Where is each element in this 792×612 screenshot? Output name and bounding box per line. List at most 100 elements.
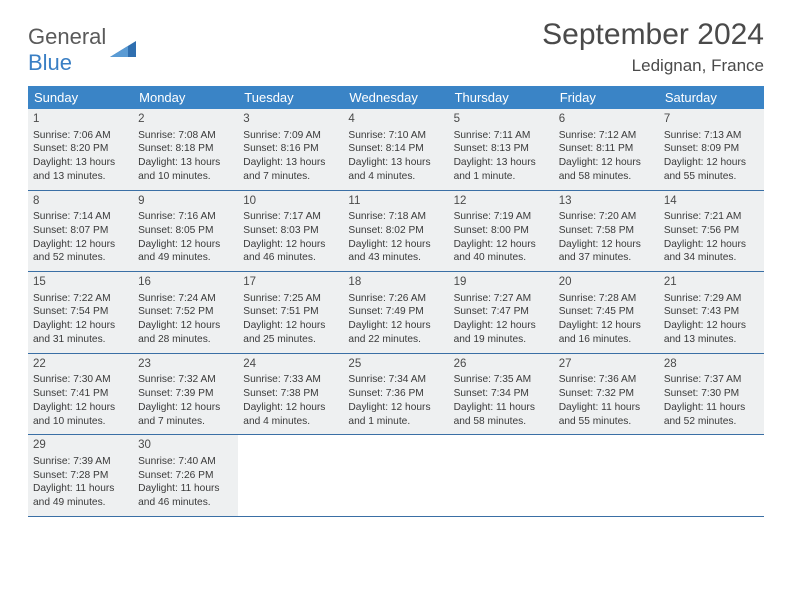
day-d2: and 49 minutes. <box>33 496 128 510</box>
day-d1: Daylight: 11 hours <box>33 482 128 496</box>
day-d2: and 22 minutes. <box>348 333 443 347</box>
day-d1: Daylight: 12 hours <box>243 238 338 252</box>
day-sunrise: Sunrise: 7:27 AM <box>454 292 549 306</box>
day-number: 25 <box>348 357 443 373</box>
day-d1: Daylight: 12 hours <box>664 319 759 333</box>
day-sunset: Sunset: 7:54 PM <box>33 305 128 319</box>
day-d2: and 52 minutes. <box>33 251 128 265</box>
day-sunset: Sunset: 7:39 PM <box>138 387 233 401</box>
day-d1: Daylight: 11 hours <box>138 482 233 496</box>
day-sunrise: Sunrise: 7:16 AM <box>138 210 233 224</box>
day-d2: and 16 minutes. <box>559 333 654 347</box>
day-sunrise: Sunrise: 7:21 AM <box>664 210 759 224</box>
day-cell: 17Sunrise: 7:25 AMSunset: 7:51 PMDayligh… <box>238 272 343 353</box>
day-sunrise: Sunrise: 7:13 AM <box>664 129 759 143</box>
day-cell <box>659 435 764 516</box>
day-sunset: Sunset: 7:45 PM <box>559 305 654 319</box>
day-number: 16 <box>138 275 233 291</box>
day-d2: and 55 minutes. <box>559 415 654 429</box>
day-sunrise: Sunrise: 7:29 AM <box>664 292 759 306</box>
day-sunset: Sunset: 8:07 PM <box>33 224 128 238</box>
day-cell: 13Sunrise: 7:20 AMSunset: 7:58 PMDayligh… <box>554 191 659 272</box>
day-number: 1 <box>33 112 128 128</box>
day-sunrise: Sunrise: 7:24 AM <box>138 292 233 306</box>
day-sunset: Sunset: 7:36 PM <box>348 387 443 401</box>
day-d2: and 1 minute. <box>454 170 549 184</box>
weekday-saturday: Saturday <box>659 86 764 109</box>
day-d2: and 7 minutes. <box>243 170 338 184</box>
logo: General Blue <box>28 24 136 76</box>
day-d1: Daylight: 12 hours <box>138 401 233 415</box>
day-d2: and 28 minutes. <box>138 333 233 347</box>
day-d2: and 40 minutes. <box>454 251 549 265</box>
weekday-header-row: Sunday Monday Tuesday Wednesday Thursday… <box>28 86 764 109</box>
day-number: 14 <box>664 194 759 210</box>
day-cell: 1Sunrise: 7:06 AMSunset: 8:20 PMDaylight… <box>28 109 133 190</box>
day-cell <box>343 435 448 516</box>
weekday-friday: Friday <box>554 86 659 109</box>
day-number: 10 <box>243 194 338 210</box>
day-cell: 19Sunrise: 7:27 AMSunset: 7:47 PMDayligh… <box>449 272 554 353</box>
day-cell: 14Sunrise: 7:21 AMSunset: 7:56 PMDayligh… <box>659 191 764 272</box>
day-sunrise: Sunrise: 7:10 AM <box>348 129 443 143</box>
day-d2: and 19 minutes. <box>454 333 549 347</box>
day-sunrise: Sunrise: 7:34 AM <box>348 373 443 387</box>
day-d2: and 4 minutes. <box>348 170 443 184</box>
day-cell: 4Sunrise: 7:10 AMSunset: 8:14 PMDaylight… <box>343 109 448 190</box>
day-sunrise: Sunrise: 7:26 AM <box>348 292 443 306</box>
day-d1: Daylight: 13 hours <box>348 156 443 170</box>
day-d2: and 46 minutes. <box>138 496 233 510</box>
day-sunrise: Sunrise: 7:08 AM <box>138 129 233 143</box>
day-number: 4 <box>348 112 443 128</box>
week-row: 1Sunrise: 7:06 AMSunset: 8:20 PMDaylight… <box>28 109 764 191</box>
day-cell: 11Sunrise: 7:18 AMSunset: 8:02 PMDayligh… <box>343 191 448 272</box>
day-d1: Daylight: 12 hours <box>454 238 549 252</box>
day-sunrise: Sunrise: 7:30 AM <box>33 373 128 387</box>
day-d2: and 34 minutes. <box>664 251 759 265</box>
day-sunset: Sunset: 8:02 PM <box>348 224 443 238</box>
day-cell: 20Sunrise: 7:28 AMSunset: 7:45 PMDayligh… <box>554 272 659 353</box>
day-sunset: Sunset: 7:34 PM <box>454 387 549 401</box>
calendar: Sunday Monday Tuesday Wednesday Thursday… <box>28 86 764 517</box>
day-sunrise: Sunrise: 7:28 AM <box>559 292 654 306</box>
day-d1: Daylight: 13 hours <box>243 156 338 170</box>
day-d2: and 13 minutes. <box>33 170 128 184</box>
day-number: 13 <box>559 194 654 210</box>
day-d2: and 46 minutes. <box>243 251 338 265</box>
day-cell: 21Sunrise: 7:29 AMSunset: 7:43 PMDayligh… <box>659 272 764 353</box>
day-sunset: Sunset: 8:13 PM <box>454 142 549 156</box>
day-d1: Daylight: 12 hours <box>348 319 443 333</box>
day-d1: Daylight: 12 hours <box>559 319 654 333</box>
logo-word-blue: Blue <box>28 50 72 75</box>
day-d2: and 31 minutes. <box>33 333 128 347</box>
day-cell: 3Sunrise: 7:09 AMSunset: 8:16 PMDaylight… <box>238 109 343 190</box>
day-cell: 22Sunrise: 7:30 AMSunset: 7:41 PMDayligh… <box>28 354 133 435</box>
day-sunset: Sunset: 8:05 PM <box>138 224 233 238</box>
day-cell: 26Sunrise: 7:35 AMSunset: 7:34 PMDayligh… <box>449 354 554 435</box>
day-sunrise: Sunrise: 7:22 AM <box>33 292 128 306</box>
title-block: September 2024 Ledignan, France <box>542 18 764 76</box>
day-cell <box>238 435 343 516</box>
day-number: 20 <box>559 275 654 291</box>
day-cell: 5Sunrise: 7:11 AMSunset: 8:13 PMDaylight… <box>449 109 554 190</box>
day-cell: 16Sunrise: 7:24 AMSunset: 7:52 PMDayligh… <box>133 272 238 353</box>
day-d2: and 58 minutes. <box>559 170 654 184</box>
day-d1: Daylight: 12 hours <box>33 401 128 415</box>
day-sunrise: Sunrise: 7:33 AM <box>243 373 338 387</box>
day-d1: Daylight: 12 hours <box>664 238 759 252</box>
day-number: 26 <box>454 357 549 373</box>
day-d2: and 25 minutes. <box>243 333 338 347</box>
day-sunset: Sunset: 8:09 PM <box>664 142 759 156</box>
month-title: September 2024 <box>542 18 764 52</box>
day-number: 5 <box>454 112 549 128</box>
day-number: 12 <box>454 194 549 210</box>
day-sunrise: Sunrise: 7:12 AM <box>559 129 654 143</box>
day-number: 2 <box>138 112 233 128</box>
day-d1: Daylight: 12 hours <box>664 156 759 170</box>
logo-word-general: General <box>28 24 106 49</box>
day-sunset: Sunset: 7:49 PM <box>348 305 443 319</box>
day-d1: Daylight: 11 hours <box>664 401 759 415</box>
header: General Blue September 2024 Ledignan, Fr… <box>28 18 764 76</box>
day-sunrise: Sunrise: 7:39 AM <box>33 455 128 469</box>
day-d1: Daylight: 11 hours <box>454 401 549 415</box>
